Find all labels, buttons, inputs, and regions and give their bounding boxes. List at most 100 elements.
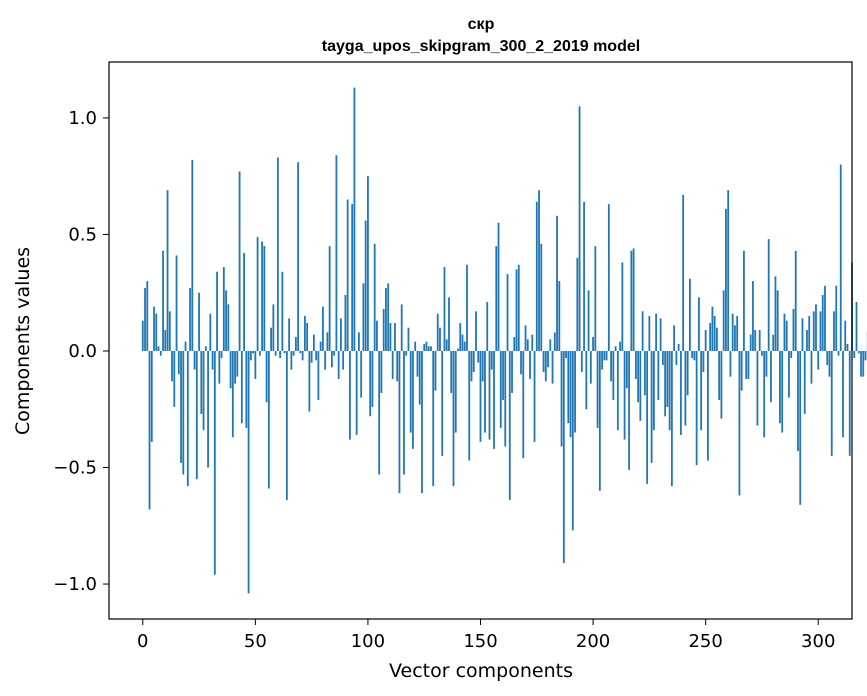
bar	[763, 350, 766, 438]
bar	[675, 350, 678, 365]
bar	[693, 350, 696, 361]
bar	[517, 264, 520, 351]
bar	[511, 350, 513, 393]
bar	[526, 339, 529, 351]
bar	[583, 201, 585, 351]
bar	[576, 257, 579, 351]
bar	[587, 290, 590, 351]
bar	[148, 350, 151, 510]
bar	[630, 250, 633, 351]
bar	[195, 350, 198, 480]
bar	[335, 155, 338, 351]
bar	[432, 350, 435, 487]
bar	[783, 313, 786, 351]
bar	[222, 267, 225, 351]
bar	[294, 337, 297, 351]
bar	[776, 290, 779, 351]
bar	[484, 350, 486, 433]
bar	[560, 350, 563, 447]
y-tick-label: 1.0	[68, 108, 97, 129]
bar	[844, 320, 847, 351]
bar	[162, 250, 164, 351]
bar	[312, 334, 315, 351]
bar	[810, 350, 813, 384]
bar	[806, 330, 808, 351]
bar	[853, 350, 856, 358]
bar	[781, 350, 784, 433]
bar	[709, 323, 712, 351]
bar	[225, 290, 227, 351]
bar	[565, 350, 567, 358]
bar	[571, 350, 574, 531]
bar	[616, 350, 619, 431]
bar	[574, 350, 576, 433]
bar	[459, 323, 462, 351]
bar	[650, 350, 653, 463]
bar	[562, 350, 565, 564]
bar	[175, 255, 178, 351]
bar	[421, 350, 423, 494]
bar	[592, 337, 594, 351]
bar	[549, 339, 552, 351]
y-tick-label: 0.0	[68, 341, 97, 362]
bar	[790, 350, 793, 358]
bar	[664, 350, 667, 417]
bar	[240, 350, 243, 424]
bar	[171, 350, 173, 382]
bar	[734, 325, 736, 351]
bar	[330, 350, 333, 368]
bar	[655, 313, 658, 351]
bar	[355, 350, 358, 435]
bar	[202, 350, 205, 431]
bar	[349, 350, 351, 440]
bar	[610, 350, 612, 382]
bar	[695, 350, 698, 466]
bar	[704, 330, 707, 351]
bar	[193, 350, 196, 370]
bar	[830, 350, 833, 456]
bar	[747, 350, 750, 379]
bar	[466, 264, 468, 351]
bar	[842, 350, 844, 438]
bar	[324, 350, 327, 370]
bar	[144, 288, 146, 351]
bar	[817, 350, 820, 370]
x-tick-label: 300	[801, 631, 835, 652]
bar	[639, 350, 642, 421]
bar	[839, 164, 842, 351]
bar	[164, 330, 167, 351]
bar	[267, 350, 270, 489]
bar	[319, 341, 322, 351]
bar	[396, 350, 399, 382]
bar	[758, 330, 761, 351]
bar	[506, 274, 509, 351]
bar	[243, 253, 245, 351]
bar	[168, 311, 171, 351]
x-tick-label: 200	[576, 631, 610, 652]
bar	[186, 350, 189, 487]
bar	[668, 350, 671, 431]
x-axis-ticks: 0 50 100 150 200 250 300	[137, 619, 835, 652]
bar	[258, 350, 261, 356]
bar	[785, 320, 788, 351]
bar	[495, 246, 498, 351]
bar	[445, 339, 448, 351]
bar	[274, 350, 277, 356]
bar	[200, 350, 203, 414]
bar	[648, 316, 651, 351]
bar	[538, 190, 540, 351]
bar	[385, 288, 387, 351]
bar	[418, 350, 421, 405]
bar	[553, 332, 556, 351]
bar	[353, 87, 356, 351]
bar	[238, 171, 241, 351]
bar	[725, 208, 727, 351]
bar	[808, 316, 811, 351]
bar	[736, 316, 739, 351]
bar	[461, 334, 464, 351]
bar	[504, 350, 507, 447]
bar	[434, 350, 437, 391]
bar	[150, 350, 153, 442]
bar	[180, 350, 182, 463]
